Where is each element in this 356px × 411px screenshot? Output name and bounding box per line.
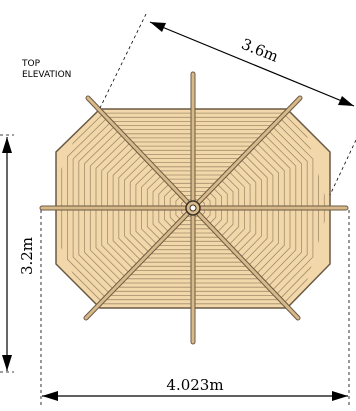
arrowhead-width-right	[332, 391, 348, 401]
dimension-line-diagonal	[149, 21, 355, 107]
dimension-height: 3.2m	[0, 134, 36, 373]
extension-line-diagonal-left	[99, 13, 147, 109]
arrowhead-height-top	[2, 137, 12, 153]
arrowhead-height-bottom	[2, 355, 12, 371]
arrowhead-diagonal-right	[338, 96, 354, 106]
arrowhead-diagonal-left	[150, 22, 166, 32]
dimension-width: 4.023m	[40, 210, 350, 408]
extension-line-diagonal-right	[329, 139, 356, 196]
arrowhead-width-left	[42, 391, 58, 401]
dimension-label-width: 4.023m	[166, 376, 223, 394]
drawing-title-line2: ELEVATION	[22, 70, 71, 80]
center-hub-inner	[189, 204, 197, 212]
drawing-title-line1: TOP	[21, 59, 41, 69]
dimension-label-height: 3.2m	[18, 237, 36, 275]
